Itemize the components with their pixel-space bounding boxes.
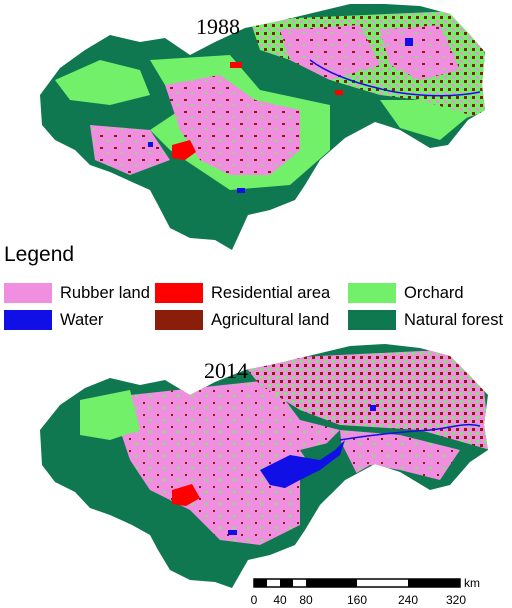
scale-tick-label: 160 [347, 593, 367, 607]
legend-item-agricultural-land: Agricultural land [155, 309, 329, 331]
scale-tick-label: 0 [251, 593, 258, 607]
scale-bar-segment [254, 579, 267, 587]
scale-tick-label: 240 [398, 593, 418, 607]
legend-swatch [348, 283, 396, 303]
scale-bar-unit: km [464, 576, 480, 590]
land-use-map-1988 [40, 4, 485, 250]
legend-title: Legend [4, 243, 75, 266]
land-use-map-2014 [40, 344, 488, 588]
scale-bar-segment [306, 579, 357, 587]
legend-item-water: Water [4, 309, 103, 331]
scale-tick-label: 80 [299, 593, 313, 607]
legend-label: Rubber land [60, 283, 150, 302]
legend-swatch [4, 283, 52, 303]
legend-item-orchard: Orchard [348, 282, 464, 304]
scale-tick-label: 320 [446, 593, 466, 607]
legend-label: Orchard [404, 283, 464, 302]
legend-item-natural-forest: Natural forest [348, 309, 503, 331]
legend-label: Agricultural land [211, 310, 330, 329]
scale-bar-segment [280, 579, 293, 587]
legend-swatch [155, 310, 203, 330]
legend-item-residential-area: Residential area [155, 282, 330, 304]
scale-bar: km 0 40 80 160 240 320 [251, 576, 480, 607]
legend-item-rubber-land: Rubber land [4, 282, 150, 304]
legend-swatch [4, 310, 52, 330]
scale-tick-label: 40 [273, 593, 287, 607]
legend-label: Water [60, 310, 104, 329]
legend-swatch [155, 283, 203, 303]
map-year-label-2014: 2014 [204, 358, 248, 383]
legend-swatch [348, 310, 396, 330]
scale-bar-segment [408, 579, 460, 587]
legend-label: Residential area [211, 283, 331, 302]
legend-label: Natural forest [404, 310, 504, 329]
map-year-label-1988: 1988 [196, 14, 240, 39]
